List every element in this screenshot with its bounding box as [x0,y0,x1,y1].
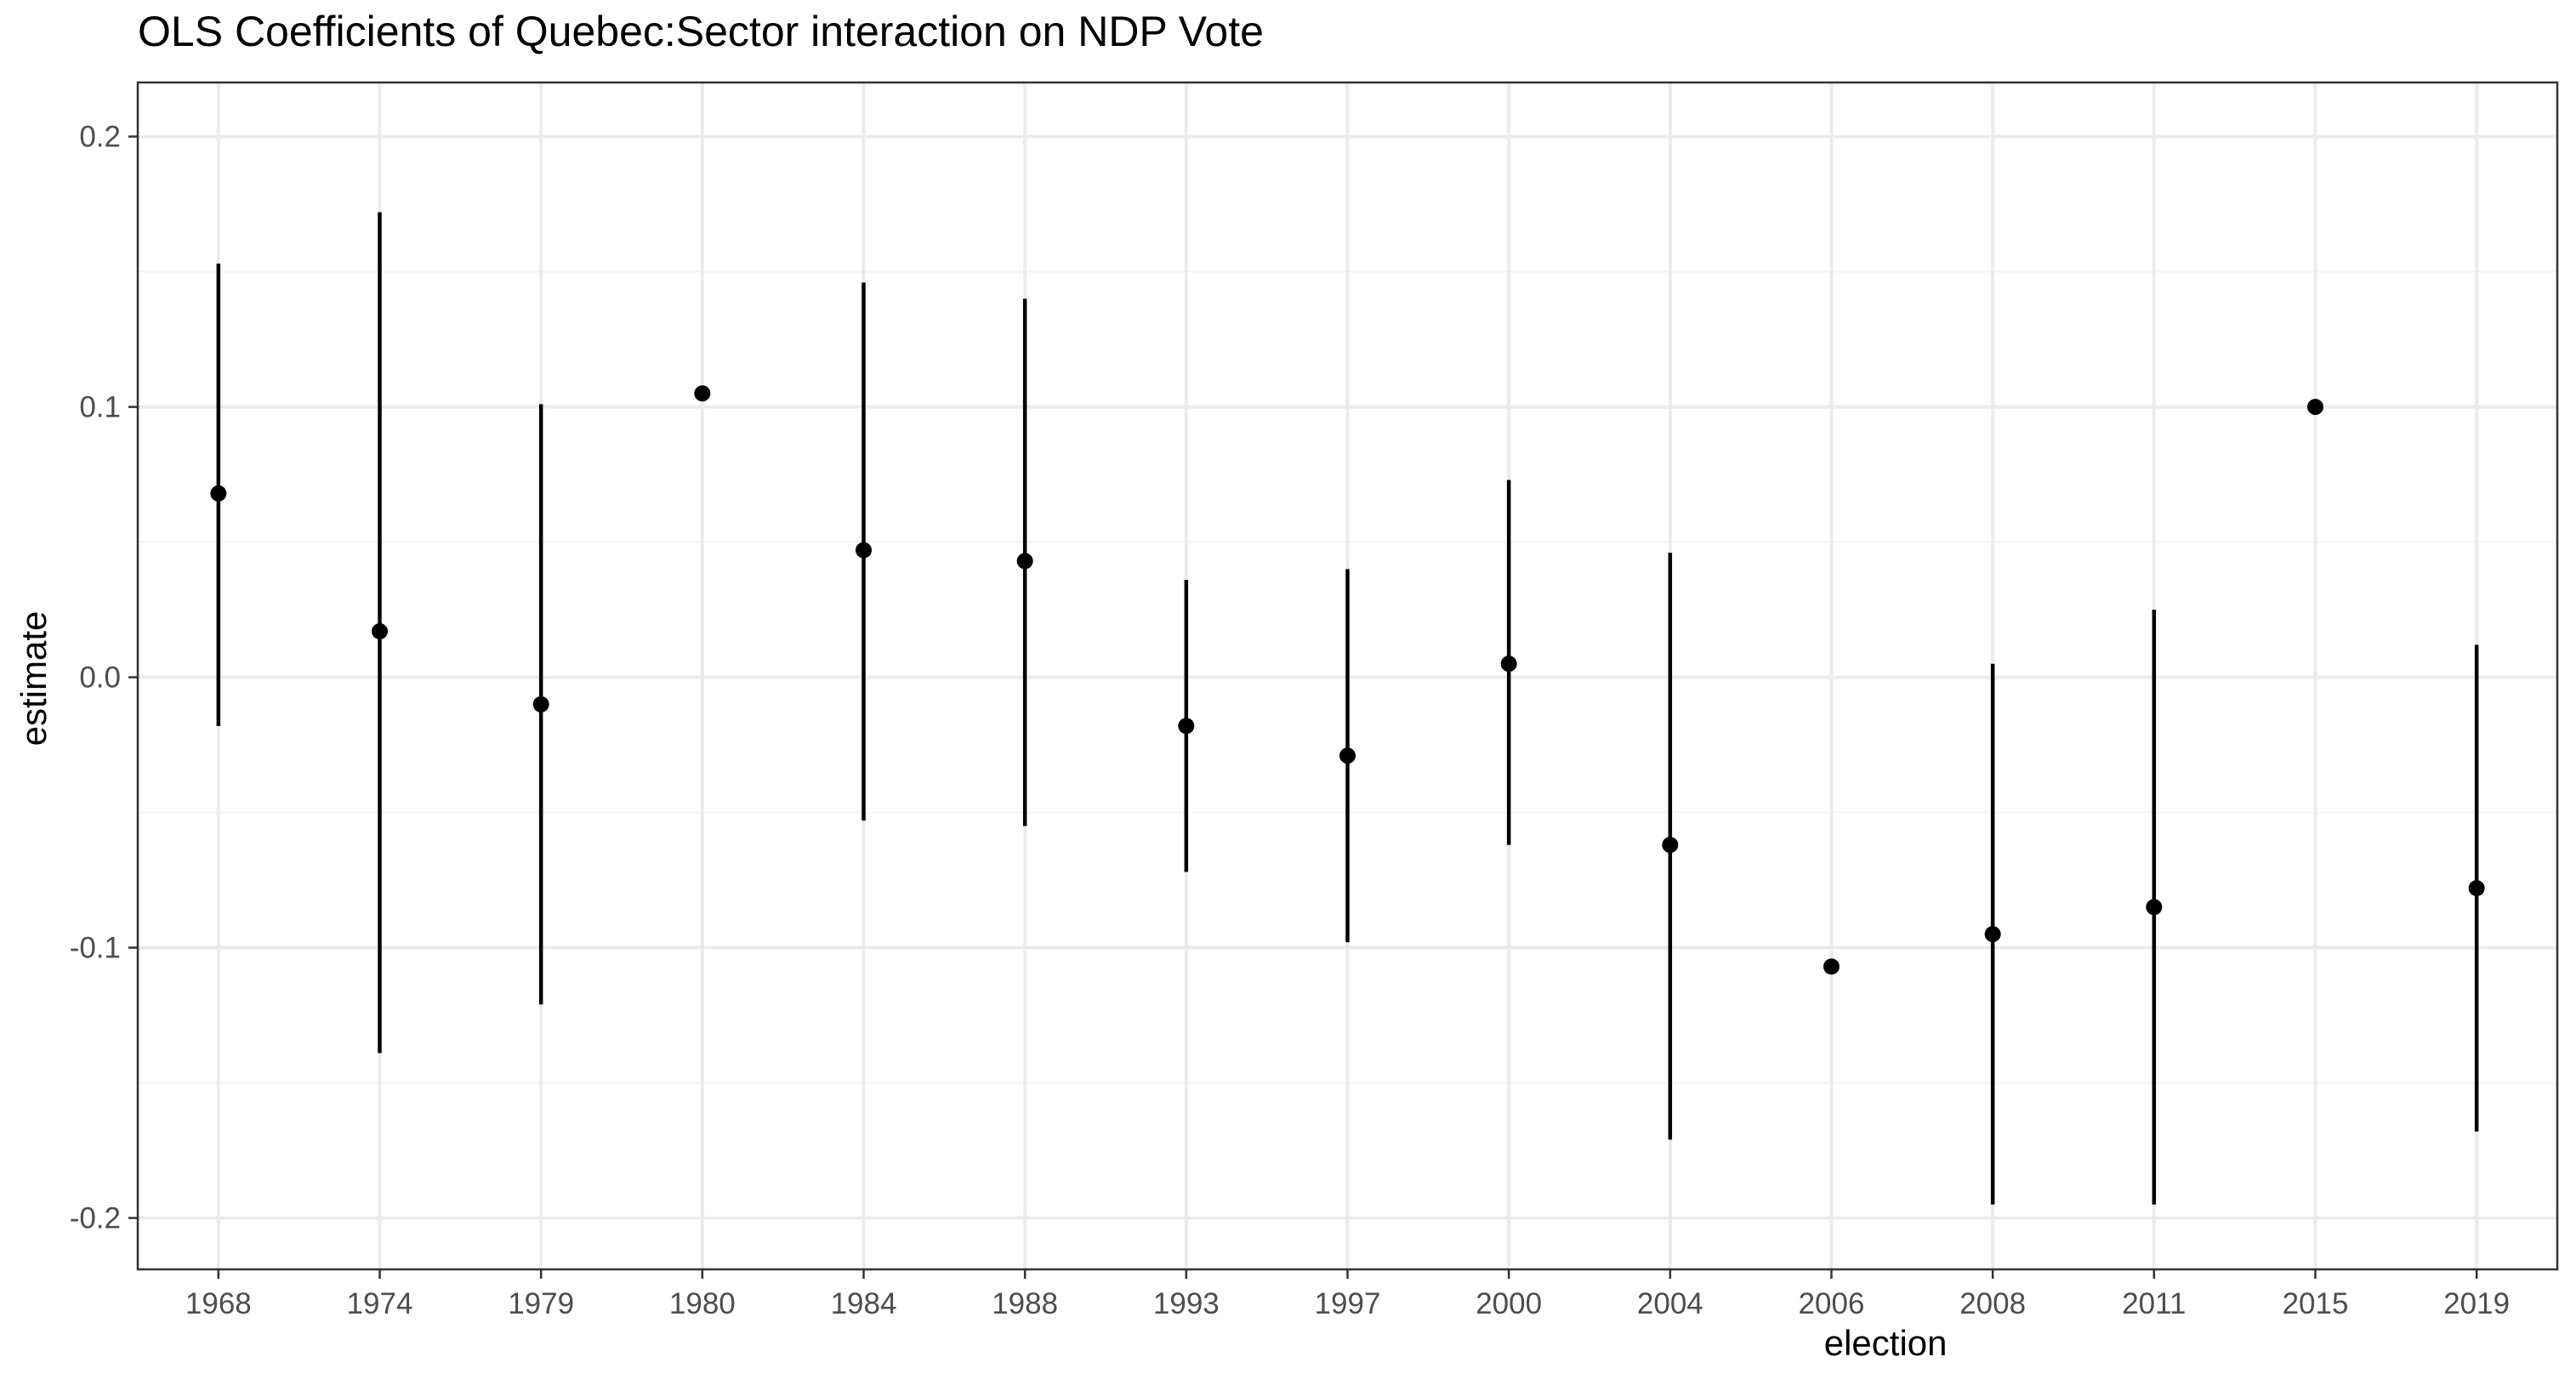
data-point [1339,747,1356,764]
x-tick-label: 1980 [669,1287,736,1320]
data-point [1823,958,1840,975]
data-point [694,385,711,402]
x-tick-label: 1988 [992,1287,1058,1320]
x-tick-label: 2004 [1637,1287,1703,1320]
data-point [2307,399,2323,416]
y-tick-label: 0.1 [79,391,121,424]
y-tick-label: 0.0 [79,661,121,695]
data-point [1662,837,1679,854]
data-point [856,542,872,559]
data-point [210,485,227,502]
x-tick-label: 2019 [2443,1287,2510,1320]
x-tick-label: 2011 [2122,1287,2186,1320]
data-point [532,695,549,712]
x-tick-label: 2000 [1476,1287,1542,1320]
x-tick-label: 2008 [1959,1287,2026,1320]
x-tick-label: 1997 [1315,1287,1381,1320]
data-point [2468,880,2485,897]
x-tick-label: 1993 [1153,1287,1220,1320]
x-axis-title: election [1823,1323,1948,1363]
x-tick-label: 1974 [347,1287,413,1320]
data-point [2146,899,2163,916]
data-point [372,623,388,640]
chart-title: OLS Coefficients of Quebec:Sector intera… [138,8,1264,55]
x-tick-label: 1968 [185,1287,252,1320]
data-point [1500,656,1517,673]
data-point [1016,553,1033,570]
x-tick-label: 1979 [508,1287,574,1320]
y-axis-title: estimate [14,610,54,746]
data-point [1178,718,1195,735]
data-point [1984,926,2001,943]
x-tick-label: 1984 [831,1287,897,1320]
x-tick-label: 2015 [2283,1287,2349,1320]
y-tick-label: -0.2 [70,1202,121,1235]
x-tick-label: 2006 [1799,1287,1865,1320]
y-tick-label: -0.1 [70,932,121,965]
y-tick-label: 0.2 [79,121,121,154]
